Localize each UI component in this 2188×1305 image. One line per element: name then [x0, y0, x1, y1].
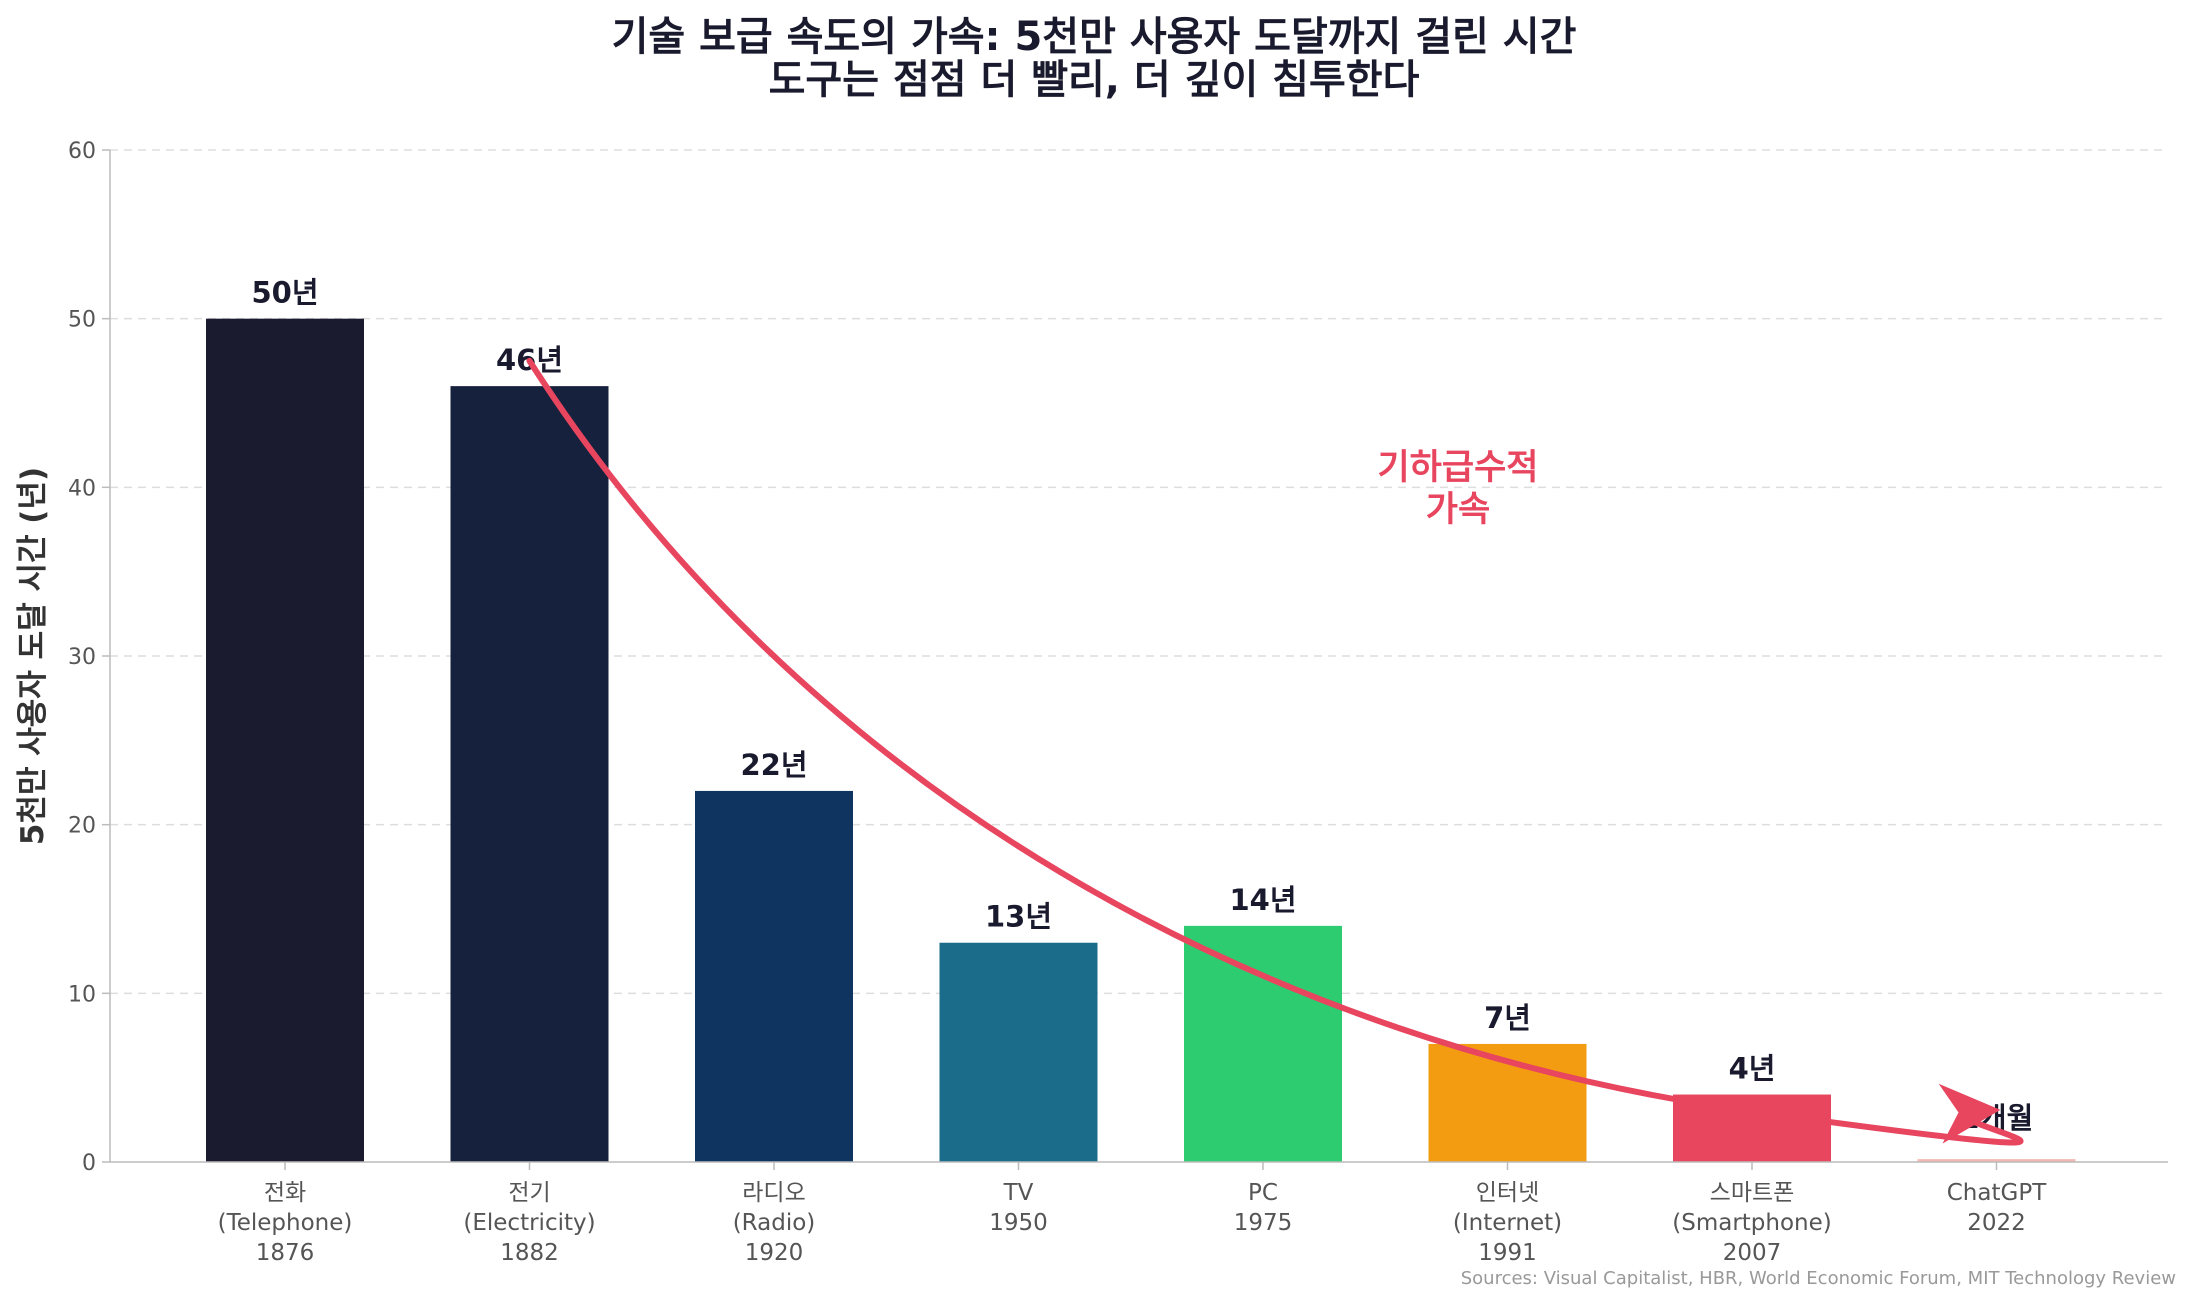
y-axis-ticks: 0 10 20 30 40 50 60	[68, 139, 110, 1176]
value-label-6: 4년	[1729, 1052, 1776, 1086]
x-tick-label-english: (Internet)	[1453, 1210, 1562, 1236]
bar-2	[695, 790, 853, 1162]
x-tick-label-name: 스마트폰	[1710, 1180, 1795, 1206]
x-tick-label-english: (Radio)	[733, 1210, 816, 1236]
source-note: Sources: Visual Capitalist, HBR, World E…	[1461, 1268, 2176, 1289]
x-axis-ticks: 전화 (Telephone) 1876 전기 (Electricity) 1882 라디오 (…	[218, 1162, 2047, 1266]
bar-3	[939, 942, 1098, 1162]
y-tick-label: 20	[68, 814, 96, 839]
x-tick-label-year: 1920	[745, 1240, 804, 1266]
value-label-0: 50년	[251, 276, 318, 310]
x-tick-label-year: 1975	[1234, 1210, 1293, 1236]
acceleration-trend-curve	[526, 357, 2024, 1146]
bar-1	[450, 386, 609, 1163]
x-tick-label-name: TV	[1003, 1180, 1034, 1206]
x-tick-label-name: PC	[1248, 1180, 1278, 1206]
value-label-4: 14년	[1229, 883, 1296, 917]
chart-subtitle: 도구는 점점 더 빨리, 더 깊이 침투한다	[769, 57, 1420, 103]
x-tick-label-name: 전화	[264, 1180, 306, 1206]
y-axis-label: 5천만 사용자 도달 시간 (년)	[15, 467, 51, 845]
x-tick-label-name: 인터넷	[1476, 1180, 1539, 1206]
annotation-line-2: 가속	[1426, 490, 1490, 530]
x-tick-label-english: (Telephone)	[218, 1210, 353, 1236]
y-tick-label: 60	[68, 139, 96, 164]
y-tick-label: 40	[68, 476, 96, 501]
x-tick-label-name: 라디오	[742, 1180, 805, 1206]
value-label-2: 22년	[740, 748, 807, 782]
x-tick-label-name: ChatGPT	[1947, 1180, 2047, 1206]
y-tick-label: 10	[68, 982, 96, 1007]
chart-title: 기술 보급 속도의 가속: 5천만 사용자 도달까지 걸린 시간	[612, 14, 1577, 60]
x-tick-label-year: 1882	[500, 1240, 559, 1266]
x-tick-label-year: 2022	[1967, 1210, 2026, 1236]
grid-lines	[110, 149, 2168, 995]
value-label-3: 13년	[985, 900, 1052, 934]
x-tick-label-english: (Electricity)	[463, 1210, 595, 1236]
y-tick-label: 0	[82, 1151, 96, 1176]
bar-0	[206, 318, 364, 1163]
x-tick-label-year: 1991	[1478, 1240, 1537, 1266]
x-tick-label-year: 1876	[256, 1240, 315, 1266]
x-tick-label-year: 2007	[1723, 1240, 1782, 1266]
annotation-line-1: 기하급수적	[1377, 448, 1538, 488]
y-tick-label: 30	[68, 645, 96, 670]
bar-4	[1184, 925, 1342, 1162]
x-tick-label-name: 전기	[508, 1180, 550, 1206]
x-tick-label-year: 1950	[989, 1210, 1048, 1236]
bar-7	[1917, 1159, 2076, 1162]
x-tick-label-english: (Smartphone)	[1672, 1210, 1832, 1236]
y-tick-label: 50	[68, 308, 96, 333]
bars	[206, 318, 2076, 1163]
value-label-5: 7년	[1484, 1001, 1531, 1035]
